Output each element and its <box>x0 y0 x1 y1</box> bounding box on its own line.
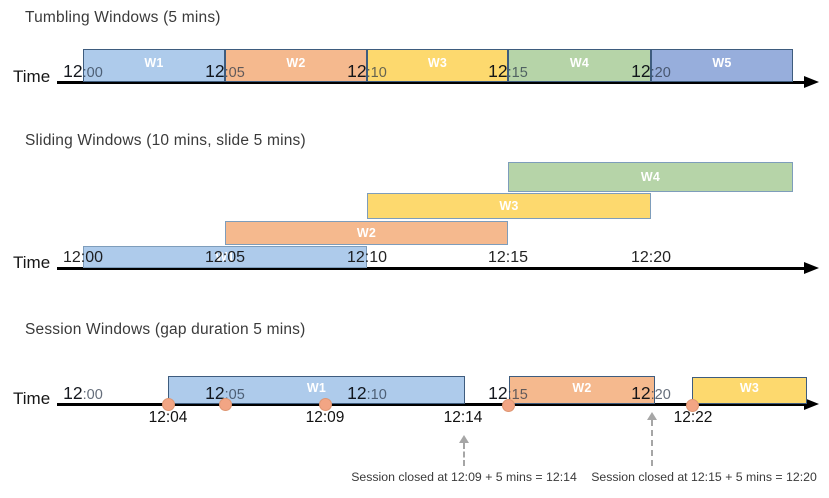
tick-hours: 12 <box>62 249 81 266</box>
tick-minutes: :05 <box>224 65 245 81</box>
event-dot <box>162 398 175 411</box>
sliding-window-w4: W4 <box>508 162 793 192</box>
tumbling-window-w2: W2 <box>225 49 367 82</box>
tick-hours: 12 <box>63 383 83 403</box>
tick-minutes: :10 <box>366 65 387 81</box>
window-label: W4 <box>569 56 590 70</box>
tick-label-12-10: 12:10 <box>347 61 387 81</box>
tumbling-axis <box>57 81 806 84</box>
session-axis <box>57 403 806 406</box>
tick-label-12-15: 12:15 <box>488 61 528 81</box>
event-dot <box>319 398 332 411</box>
tick-label-12-05: 12:05 <box>205 250 245 266</box>
tick-label-12-05: 12:05 <box>205 61 245 81</box>
dashed-arrow-line <box>463 443 465 466</box>
tumbling-window-w1: W1 <box>83 49 225 82</box>
tick-label-12-15: 12:15 <box>488 250 528 266</box>
tick-hours: 12 <box>347 61 367 81</box>
tick-label-12-20: 12:20 <box>631 383 671 403</box>
tick-hours: 12 <box>204 249 223 266</box>
session-window-w2: W2 <box>509 376 655 404</box>
tick-label-12-00: 12:00 <box>63 383 103 403</box>
tick-minutes: :15 <box>505 249 529 266</box>
tick-label-12-20: 12:20 <box>631 61 671 81</box>
tick-minutes: :10 <box>364 249 388 266</box>
tick-label-12-10: 12:10 <box>347 250 387 266</box>
tumbling-arrowhead-icon <box>804 76 819 88</box>
up-arrow-icon <box>647 412 657 420</box>
tick-hours: 12 <box>488 61 508 81</box>
session-close-annotation: Session closed at 12:15 + 5 mins = 12:20 <box>591 470 817 484</box>
tick-hours: 12 <box>488 383 508 403</box>
event-dot <box>219 398 232 411</box>
session-title: Session Windows (gap duration 5 mins) <box>25 321 306 338</box>
tumbling-window-w3: W3 <box>367 49 508 82</box>
tick-hours: 12 <box>346 249 365 266</box>
tick-minutes: :00 <box>82 387 103 403</box>
tick-label-12-15: 12:15 <box>488 383 528 403</box>
tumbling-window-w5: W5 <box>651 49 793 82</box>
tick-label-12-05: 12:05 <box>205 383 245 403</box>
session-window-w3: W3 <box>692 377 807 404</box>
tick-label-12-00: 12:00 <box>63 250 103 266</box>
tumbling-window-w4: W4 <box>508 49 651 82</box>
tick-hours: 12 <box>487 249 506 266</box>
event-dot <box>502 399 515 412</box>
sliding-window-w2: W2 <box>225 221 508 245</box>
tick-hours: 12 <box>631 383 651 403</box>
dashed-arrow-line <box>651 420 653 466</box>
tick-hours: 12 <box>205 61 225 81</box>
tick-hours: 12 <box>631 61 651 81</box>
tick-minutes: :20 <box>648 249 672 266</box>
event-dot <box>686 399 699 412</box>
window-label: W1 <box>306 380 327 395</box>
tick-minutes: :10 <box>366 387 387 403</box>
window-label: W3 <box>427 56 448 70</box>
tick-minutes: :00 <box>82 65 103 81</box>
tick-label-12-10: 12:10 <box>347 383 387 403</box>
event-time-label: 12:04 <box>148 409 188 426</box>
tumbling-title: Tumbling Windows (5 mins) <box>25 9 221 26</box>
window-label: W2 <box>286 56 306 70</box>
sliding-arrowhead-icon <box>804 262 819 274</box>
window-label: W3 <box>499 199 519 213</box>
tick-minutes: :00 <box>80 249 104 266</box>
tick-minutes: :20 <box>650 65 671 81</box>
tick-minutes: :05 <box>222 249 246 266</box>
tick-label-12-20: 12:20 <box>631 250 671 266</box>
tick-minutes: :15 <box>507 387 528 403</box>
window-label: W1 <box>215 250 235 264</box>
tick-label-12-00: 12:00 <box>63 61 103 81</box>
window-label: W2 <box>572 380 592 395</box>
sliding-window-w1: W1 <box>83 246 367 268</box>
sliding-title: Sliding Windows (10 mins, slide 5 mins) <box>25 132 306 149</box>
event-time-label: 12:14 <box>443 409 483 426</box>
window-label: W4 <box>640 170 661 184</box>
event-time-label: 12:09 <box>305 409 345 426</box>
window-label: W2 <box>356 226 377 240</box>
window-label: W1 <box>144 56 164 70</box>
axis-label-time: Time <box>13 67 51 86</box>
session-arrowhead-icon <box>804 398 819 410</box>
tick-minutes: :15 <box>507 65 528 81</box>
axis-label-time: Time <box>13 253 51 272</box>
axis-label-time: Time <box>13 389 51 408</box>
window-label: W3 <box>739 381 760 395</box>
sliding-window-w3: W3 <box>367 193 651 219</box>
tick-hours: 12 <box>205 383 225 403</box>
tick-minutes: :20 <box>650 387 671 403</box>
session-window-w1: W1 <box>168 376 465 404</box>
tick-hours: 12 <box>630 249 649 266</box>
tick-hours: 12 <box>63 61 83 81</box>
tick-hours: 12 <box>347 383 367 403</box>
event-time-label: 12:22 <box>673 409 713 426</box>
window-label: W5 <box>712 56 732 70</box>
session-close-annotation: Session closed at 12:09 + 5 mins = 12:14 <box>351 470 577 484</box>
sliding-axis <box>57 267 806 270</box>
up-arrow-icon <box>459 435 469 443</box>
